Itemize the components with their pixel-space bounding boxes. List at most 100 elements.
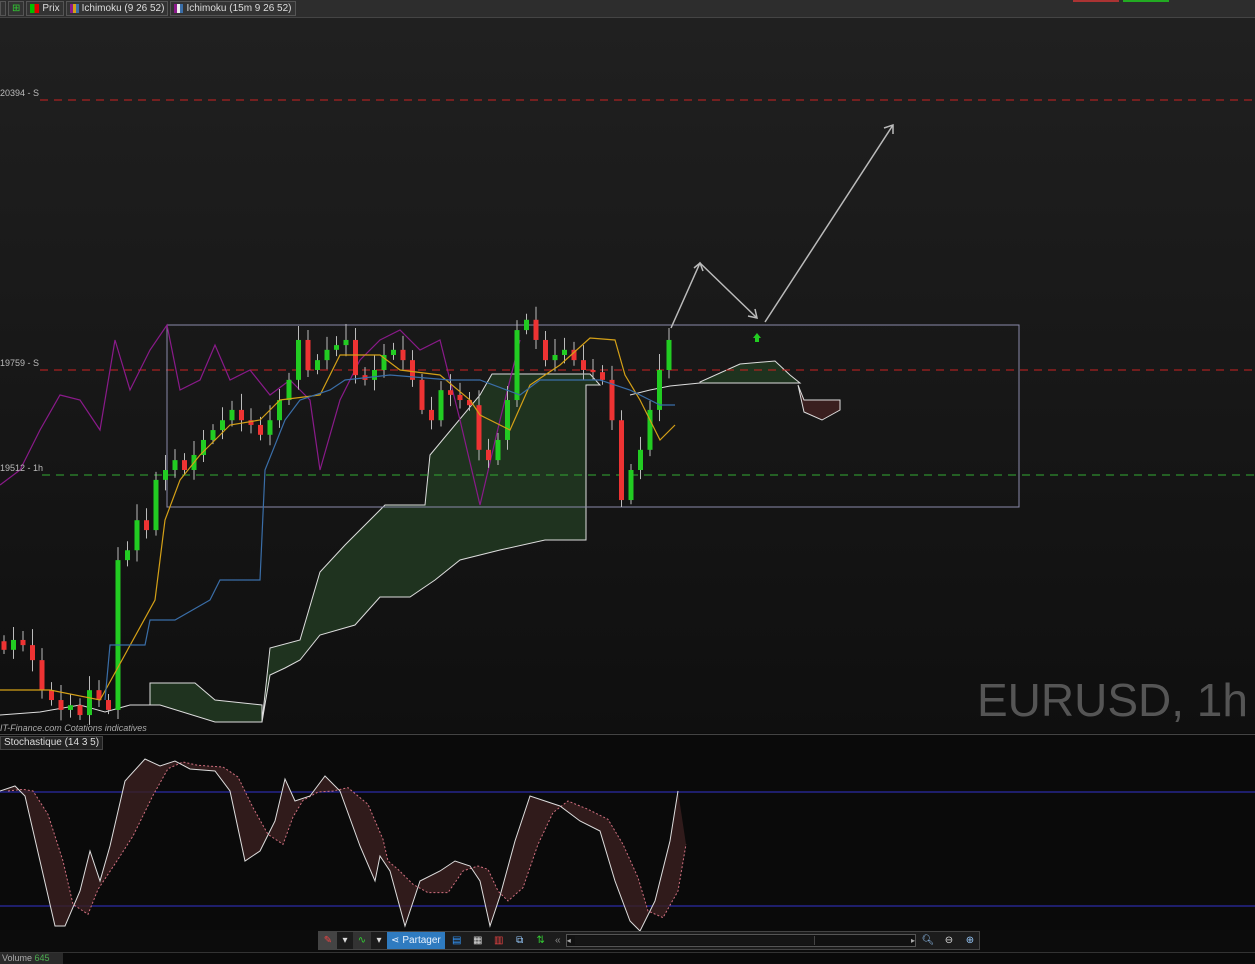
candle <box>172 460 178 470</box>
candle <box>210 430 216 440</box>
candle <box>286 379 292 401</box>
scrollbar-thumb[interactable] <box>574 936 815 945</box>
indicators-icon: ∿ <box>357 935 367 946</box>
share-button[interactable]: ⋖ Partager <box>387 932 445 949</box>
ichimoku-color-icon <box>174 4 184 13</box>
candle <box>20 639 26 646</box>
zoom-out-button[interactable]: ⊖ <box>940 932 958 949</box>
range-rectangle[interactable] <box>166 324 1020 508</box>
windows-button[interactable]: ⧉ <box>511 932 529 949</box>
stochastic-panel[interactable]: Stochastique (14 3 5) <box>0 734 1255 931</box>
drawing-tools-icon: ✎ <box>323 935 333 946</box>
candle <box>476 405 482 450</box>
candle <box>115 560 121 710</box>
candle <box>220 420 225 431</box>
data-source-text: IT-Finance.com Cotations indicatives <box>0 723 147 733</box>
candle <box>77 705 83 716</box>
zoom-in-button[interactable]: ⊕ <box>961 932 979 949</box>
price-chart[interactable]: 20394 - S 19759 - S 19512 - 1h EURUSD, 1… <box>0 18 1255 733</box>
scroll-start-button[interactable]: « <box>554 935 561 946</box>
share-icon: ⋖ <box>391 935 400 946</box>
candle <box>666 339 672 370</box>
scroll-left-icon[interactable]: ◂ <box>566 936 571 945</box>
candle <box>334 345 339 350</box>
candle <box>267 420 273 435</box>
senkou-line <box>629 382 701 396</box>
stochastic-label[interactable]: Stochastique (14 3 5) <box>0 736 104 750</box>
candle <box>30 645 35 661</box>
trade-icon: ⇅ <box>536 935 545 946</box>
comment-icon: ▤ <box>452 935 462 946</box>
level-label: 19512 - 1h <box>0 463 44 473</box>
buy-button[interactable] <box>1123 0 1169 2</box>
zoom-out-icon: ⊖ <box>944 935 954 946</box>
legend-label: Prix <box>42 3 60 14</box>
indicators-dropdown[interactable]: ▾ <box>376 935 382 946</box>
candle <box>457 394 463 401</box>
candle <box>58 700 64 710</box>
stochastic-d-line <box>7 761 687 919</box>
candle <box>39 660 45 691</box>
candle <box>315 360 320 370</box>
senkou-line <box>0 704 150 716</box>
candle <box>49 690 54 701</box>
volume-label[interactable]: Volume 645 <box>0 953 63 964</box>
tenkan-sen <box>0 337 676 701</box>
candle <box>239 409 244 421</box>
report-icon: ▦ <box>473 935 483 946</box>
auto-zoom-button[interactable]: 🔍︎ <box>919 932 937 949</box>
windows-icon: ⧉ <box>516 935 524 946</box>
candle <box>419 379 425 410</box>
menu-button[interactable] <box>0 1 6 16</box>
symbol-watermark: EURUSD, 1h <box>977 674 1248 726</box>
report-button[interactable]: ▦ <box>469 932 487 949</box>
volume-panel: Volume 645 <box>0 952 1255 964</box>
candle <box>324 349 330 361</box>
legend-ichimoku-15m[interactable]: Ichimoku (15m 9 26 52) <box>170 1 296 16</box>
candle <box>400 349 406 361</box>
candle <box>600 372 605 380</box>
candle <box>372 370 377 380</box>
candle <box>248 420 254 425</box>
candle <box>96 690 102 701</box>
candle <box>429 409 434 421</box>
candle <box>486 449 491 461</box>
candle <box>514 330 520 401</box>
legend-ichimoku[interactable]: Ichimoku (9 26 52) <box>65 1 169 16</box>
candle <box>638 449 643 470</box>
candle <box>533 319 539 340</box>
chart-toolbar: ✎ ▾ ∿ ▾ ⋖ Partager ▤ ▦ ▥ ⧉ ⇅ « ◂ ▸ 🔍︎ ⊖ ⊕ <box>318 931 980 950</box>
stochastic-svg <box>0 758 1255 931</box>
candles <box>1 306 672 725</box>
buy-signal-arrow-icon <box>753 333 761 342</box>
drawing-tools-button[interactable]: ✎ <box>319 932 337 949</box>
kumo-cloud <box>699 360 802 384</box>
candle <box>590 370 596 373</box>
level-label: 19759 - S <box>0 358 40 368</box>
candle <box>163 470 168 480</box>
projection-arrow[interactable] <box>670 123 894 329</box>
candle <box>448 390 453 395</box>
legend-price[interactable]: Prix <box>26 1 64 16</box>
candle <box>353 339 358 376</box>
kumo-cloud <box>149 682 263 723</box>
add-indicator-button[interactable]: ⊞ <box>8 1 25 16</box>
candle <box>495 439 501 461</box>
comment-button[interactable]: ▤ <box>448 932 466 949</box>
candle <box>657 370 662 410</box>
candle <box>391 349 396 355</box>
drawing-dropdown[interactable]: ▾ <box>342 935 348 946</box>
kijun-sen <box>104 374 675 701</box>
candle <box>381 354 387 370</box>
sell-button[interactable] <box>1073 0 1119 2</box>
scroll-right-icon[interactable]: ▸ <box>910 936 915 945</box>
time-scrollbar[interactable]: ◂ ▸ <box>565 934 916 947</box>
trade-button[interactable]: ⇅ <box>532 932 550 949</box>
legend-label: Ichimoku (15m 9 26 52) <box>186 3 292 14</box>
candle <box>229 409 235 421</box>
candles-button[interactable]: ▥ <box>490 932 508 949</box>
indicators-button[interactable]: ∿ <box>353 932 371 949</box>
zoom-in-icon: ⊕ <box>965 935 975 946</box>
level-label: 20394 - S <box>0 88 40 98</box>
candle <box>134 520 140 551</box>
